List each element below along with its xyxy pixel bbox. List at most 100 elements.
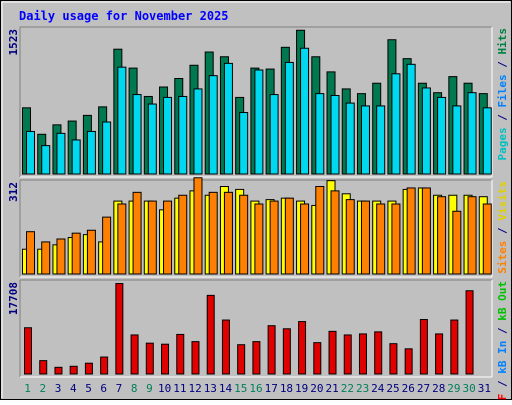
x-tick-label: 16 (249, 382, 262, 395)
x-tick-label: 4 (70, 382, 77, 395)
bar-files-day-5 (86, 130, 96, 175)
bar-kbytes-day-18 (282, 328, 291, 375)
bar-kbytes-day-13 (206, 294, 215, 375)
bar-kbytes-day-24 (374, 331, 383, 375)
x-tick-label: 30 (463, 382, 476, 395)
bar-sites-day-17 (269, 200, 279, 275)
bar-sites-day-19 (300, 203, 310, 275)
bar-files-day-22 (345, 102, 355, 175)
bar-sites-day-12 (193, 177, 203, 275)
right-label-part: kB F (496, 394, 509, 400)
bar-kbytes-day-23 (358, 333, 367, 375)
bar-files-day-17 (269, 94, 279, 175)
chart-title: Daily usage for November 2025 (19, 9, 229, 23)
bar-files-day-26 (406, 63, 416, 175)
bar-files-day-4 (71, 139, 81, 175)
x-tick-label: 23 (356, 382, 369, 395)
bar-kbytes-day-2 (39, 360, 48, 375)
bar-files-day-20 (315, 93, 325, 175)
bar-kbytes-day-27 (419, 319, 428, 375)
bar-sites-day-8 (132, 191, 142, 275)
bar-sites-day-6 (102, 216, 112, 275)
bar-files-day-9 (147, 103, 157, 175)
bar-sites-day-5 (86, 229, 96, 275)
bar-kbytes-day-16 (252, 341, 261, 375)
bar-files-day-21 (330, 95, 340, 175)
right-label-part: / (496, 374, 509, 394)
bar-kbytes-day-12 (191, 341, 200, 375)
x-tick-label: 27 (417, 382, 430, 395)
bar-kbytes-day-8 (130, 334, 139, 375)
bar-kbytes-day-1 (24, 327, 32, 375)
bar-sites-day-30 (467, 196, 477, 275)
x-tick-label: 22 (341, 382, 354, 395)
x-tick-label: 10 (158, 382, 171, 395)
bar-sites-day-13 (208, 191, 218, 275)
bar-kbytes-day-26 (404, 348, 413, 375)
x-tick-label: 13 (204, 382, 217, 395)
bar-files-day-24 (376, 105, 386, 175)
x-tick-label: 1 (24, 382, 31, 395)
bar-files-day-27 (421, 87, 431, 175)
bar-sites-day-31 (482, 203, 492, 275)
x-tick-label: 21 (326, 382, 339, 395)
x-tick-label: 25 (386, 382, 399, 395)
bar-sites-day-9 (147, 200, 157, 275)
bar-files-day-3 (56, 132, 66, 175)
bar-sites-day-22 (345, 199, 355, 275)
x-tick-label: 7 (116, 382, 123, 395)
bar-kbytes-day-17 (267, 325, 276, 375)
right-label-part: / (496, 221, 509, 241)
x-tick-label: 2 (40, 382, 47, 395)
bar-files-day-13 (208, 75, 218, 175)
bar-files-day-19 (300, 47, 310, 175)
right-label-part: / (496, 55, 509, 75)
bar-files-day-18 (284, 61, 294, 175)
bar-sites-day-4 (71, 232, 81, 275)
x-tick-label: 19 (295, 382, 308, 395)
bar-sites-day-10 (163, 200, 173, 275)
x-tick-label: 26 (402, 382, 415, 395)
right-label-kbytes: kB F / kB In / kB Out (496, 281, 509, 400)
bar-files-day-11 (178, 95, 188, 175)
x-tick-label: 3 (55, 382, 62, 395)
bar-sites-day-16 (254, 203, 264, 275)
bar-kbytes-day-5 (84, 362, 93, 375)
x-tick-label: 20 (310, 382, 323, 395)
x-tick-label: 9 (146, 382, 153, 395)
bar-kbytes-day-11 (176, 333, 185, 375)
x-tick-label: 8 (131, 382, 138, 395)
bar-kbytes-day-21 (328, 330, 337, 375)
right-label-part: kB In (496, 341, 509, 374)
bar-sites-day-24 (376, 203, 386, 275)
bar-kbytes-day-22 (343, 334, 352, 375)
bar-files-day-14 (223, 62, 233, 175)
bar-files-day-10 (163, 96, 173, 175)
x-tick-label: 31 (478, 382, 491, 395)
bar-sites-day-25 (391, 203, 401, 275)
bar-sites-day-15 (239, 194, 249, 275)
bar-files-day-16 (254, 69, 264, 175)
bar-files-day-28 (437, 96, 447, 175)
x-tick-label: 12 (188, 382, 201, 395)
bar-kbytes-day-14 (221, 319, 230, 375)
bar-files-day-1 (26, 130, 35, 175)
bar-files-day-30 (467, 92, 477, 175)
bar-kbytes-day-28 (435, 333, 444, 375)
bar-sites-day-29 (452, 210, 462, 275)
bar-files-day-2 (41, 145, 51, 175)
bar-files-day-12 (193, 88, 203, 175)
right-label-part: Hits (496, 28, 509, 55)
bar-sites-day-3 (56, 238, 66, 275)
x-tick-label: 15 (234, 382, 247, 395)
bar-kbytes-day-10 (161, 343, 170, 375)
right-label-part: Files (496, 74, 509, 107)
bar-sites-day-14 (223, 191, 233, 275)
right-label-part: Visits (496, 181, 509, 221)
x-tick-label: 18 (280, 382, 293, 395)
bar-files-day-25 (391, 73, 401, 175)
x-tick-label: 17 (265, 382, 278, 395)
bar-sites-day-7 (117, 203, 127, 275)
